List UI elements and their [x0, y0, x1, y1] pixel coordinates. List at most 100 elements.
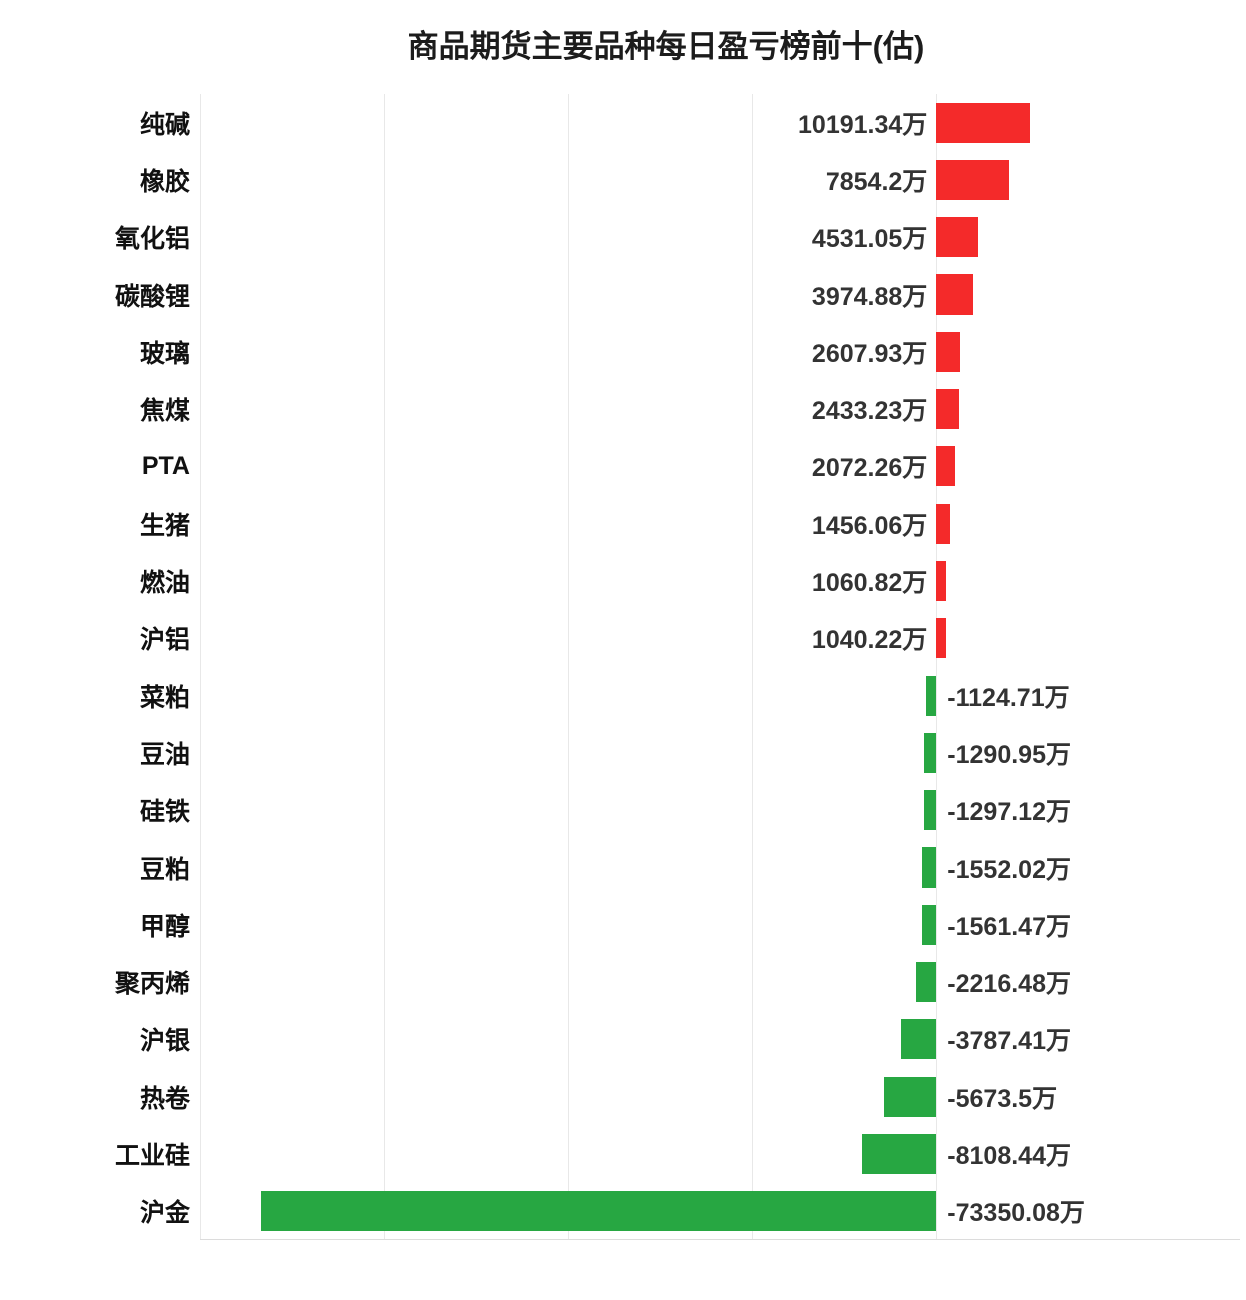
chart-row: 工业硅 -8108.44万 — [0, 1125, 1246, 1182]
chart-row: 橡胶 7854.2万 — [0, 151, 1246, 208]
bar-positive — [936, 618, 946, 659]
value-label: -2216.48万 — [947, 970, 1071, 999]
value-label: 2607.93万 — [811, 339, 928, 368]
category-label: 沪金 — [139, 1199, 190, 1228]
bar-positive — [936, 389, 959, 430]
chart-row: 沪金 -73350.08万 — [0, 1183, 1246, 1240]
category-label: 甲醇 — [139, 912, 190, 941]
value-label: 2433.23万 — [811, 397, 928, 426]
bar-track: -1561.47万 — [200, 896, 1240, 953]
bar-track: 1040.22万 — [200, 610, 1240, 667]
bar-positive — [936, 159, 1009, 200]
category-label: 豆油 — [139, 740, 190, 769]
value-label: -1297.12万 — [947, 798, 1071, 827]
chart-row: 豆油 -1290.95万 — [0, 724, 1246, 781]
value-label: 1456.06万 — [811, 511, 928, 540]
bar-negative — [924, 790, 937, 831]
bar-track: 2433.23万 — [200, 380, 1240, 437]
gridline — [568, 94, 570, 1240]
grid-overlay — [200, 94, 1240, 1240]
chart-row: 焦煤 2433.23万 — [0, 380, 1246, 437]
value-label: -1552.02万 — [947, 855, 1071, 884]
category-label: 橡胶 — [139, 167, 190, 196]
value-label: 10191.34万 — [798, 110, 928, 139]
chart-row: 碳酸锂 3974.88万 — [0, 266, 1246, 323]
chart-title: 商品期货主要品种每日盈亏榜前十(估) — [407, 29, 925, 64]
chart-row: 玻璃 2607.93万 — [0, 323, 1246, 380]
bar-track: 10191.34万 — [200, 94, 1240, 151]
category-label: 工业硅 — [114, 1141, 190, 1170]
value-label: 1060.82万 — [811, 569, 928, 598]
chart-row: 生猪 1456.06万 — [0, 495, 1246, 552]
bar-track: -2216.48万 — [200, 953, 1240, 1010]
value-label: 3974.88万 — [811, 282, 928, 311]
bar-positive — [936, 446, 956, 487]
value-label: 7854.2万 — [825, 167, 928, 196]
bar-track: 1060.82万 — [200, 552, 1240, 609]
gridline — [200, 94, 201, 1240]
category-label: 玻璃 — [139, 339, 190, 368]
chart-row: 菜粕 -1124.71万 — [0, 667, 1246, 724]
value-label: -5673.5万 — [947, 1084, 1058, 1113]
bar-track: -1552.02万 — [200, 839, 1240, 896]
bar-negative — [884, 1076, 937, 1117]
category-label: 燃油 — [139, 569, 190, 598]
bar-negative — [901, 1019, 937, 1060]
chart-row: PTA 2072.26万 — [0, 438, 1246, 495]
bar-positive — [936, 503, 950, 544]
category-label: 生猪 — [139, 511, 190, 540]
bar-track: 7854.2万 — [200, 151, 1240, 208]
chart-row: 热卷 -5673.5万 — [0, 1068, 1246, 1125]
chart-row: 氧化铝 4531.05万 — [0, 209, 1246, 266]
category-label: 热卷 — [139, 1084, 190, 1113]
chart-row: 沪铝 1040.22万 — [0, 610, 1246, 667]
gridline — [384, 94, 386, 1240]
bar-positive — [936, 331, 961, 372]
bar-track: 2607.93万 — [200, 323, 1240, 380]
bar-track: -3787.41万 — [200, 1011, 1240, 1068]
value-label: -8108.44万 — [947, 1141, 1071, 1170]
bar-negative — [921, 847, 937, 888]
chart-row: 豆粕 -1552.02万 — [0, 839, 1246, 896]
value-label: -1124.71万 — [947, 683, 1070, 712]
plot-area: 纯碱 10191.34万橡胶 7854.2万氧化铝 4531.05万碳酸锂 3974.8… — [0, 94, 1246, 1240]
category-label: PTA — [141, 451, 190, 480]
value-label: -1561.47万 — [947, 912, 1071, 941]
gridline — [752, 94, 754, 1240]
bar-positive — [936, 274, 973, 315]
bar-negative — [261, 1191, 937, 1232]
value-label: -3787.41万 — [947, 1027, 1071, 1056]
category-label: 豆粕 — [139, 855, 190, 884]
category-label: 焦煤 — [139, 397, 190, 426]
bar-track: -1124.71万 — [200, 667, 1240, 724]
chart-row: 甲醇 -1561.47万 — [0, 896, 1246, 953]
gridline — [936, 94, 938, 1240]
bar-negative — [861, 1133, 937, 1175]
bar-track: -73350.08万 — [200, 1183, 1240, 1240]
bar-track: 4531.05万 — [200, 209, 1240, 266]
bar-track: 2072.26万 — [200, 438, 1240, 495]
bar-track: -1290.95万 — [200, 724, 1240, 781]
bar-track: -5673.5万 — [200, 1068, 1240, 1125]
category-label: 碳酸锂 — [114, 282, 190, 311]
bar-negative — [925, 675, 937, 716]
chart-row: 硅铁 -1297.12万 — [0, 782, 1246, 839]
x-axis-line — [200, 1239, 1240, 1240]
category-label: 氧化铝 — [114, 225, 190, 254]
bar-track: 1456.06万 — [200, 495, 1240, 552]
chart-rows: 纯碱 10191.34万橡胶 7854.2万氧化铝 4531.05万碳酸锂 3974.8… — [0, 94, 1246, 1240]
chart-row: 纯碱 10191.34万 — [0, 94, 1246, 151]
category-label: 菜粕 — [139, 683, 190, 712]
bar-negative — [915, 962, 937, 1003]
bar-positive — [936, 560, 947, 602]
value-label: 4531.05万 — [811, 225, 928, 254]
bar-track: 3974.88万 — [200, 266, 1240, 323]
chart-row: 燃油 1060.82万 — [0, 552, 1246, 609]
value-label: 1040.22万 — [811, 626, 928, 655]
bar-negative — [921, 904, 937, 945]
bar-track: -8108.44万 — [200, 1125, 1240, 1182]
category-label: 硅铁 — [139, 798, 190, 827]
value-label: -73350.08万 — [947, 1199, 1085, 1228]
value-label: 2072.26万 — [811, 454, 928, 483]
